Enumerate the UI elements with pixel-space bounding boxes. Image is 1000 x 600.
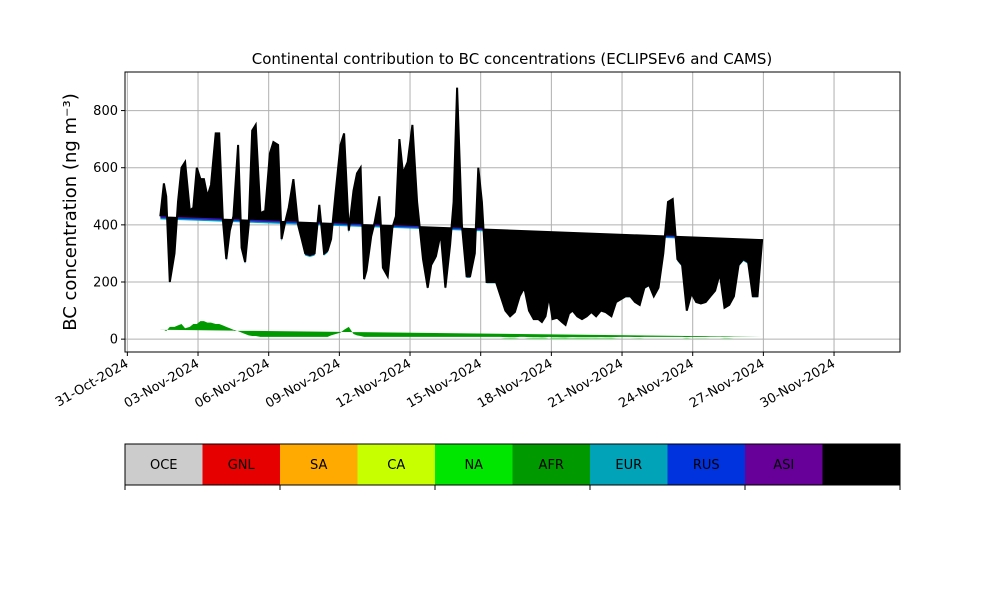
total-line	[159, 87, 764, 327]
x-tick-label: 31-Oct-2024	[53, 356, 131, 410]
legend-swatch-ca	[357, 444, 436, 485]
legend-swatch-sa	[280, 444, 358, 485]
legend-swatch-asi	[745, 444, 823, 485]
y-tick-label: 600	[93, 161, 118, 176]
y-axis-label: BC concentration (ng m⁻³)	[60, 93, 81, 331]
afr-area	[160, 321, 763, 338]
legend-swatch-na	[435, 444, 513, 485]
aus-area	[160, 87, 763, 325]
x-tick-label: 09-Nov-2024	[263, 356, 343, 411]
plot-frame	[124, 71, 901, 353]
chart-title: Continental contribution to BC concentra…	[252, 50, 773, 68]
legend: OCE GNL SA CA NA AFR EUR RUS ASI AUS	[124, 443, 901, 490]
legend-swatch-afr	[512, 444, 591, 485]
stacked-areas	[159, 87, 764, 339]
legend-swatch-oce	[125, 444, 203, 485]
y-tick-label: 0	[110, 333, 118, 348]
legend-swatch-aus	[822, 444, 901, 485]
y-tick-label: 800	[93, 104, 118, 119]
x-tick-label: 06-Nov-2024	[192, 356, 272, 411]
legend-label-oce: OCE	[150, 458, 178, 473]
legend-swatch-rus	[667, 444, 746, 485]
legend-label-na: NA	[464, 458, 483, 473]
y-axis: 0 200 400 600 800	[93, 104, 125, 348]
legend-label-eur: EUR	[615, 458, 642, 473]
x-tick-label: 21-Nov-2024	[546, 356, 626, 411]
legend-label-rus: RUS	[693, 458, 720, 473]
legend-swatch-eur	[590, 444, 668, 485]
legend-label-asi: ASI	[773, 458, 794, 473]
grid	[125, 72, 900, 352]
na-area	[160, 338, 763, 339]
legend-label-sa: SA	[310, 458, 327, 473]
x-tick-label: 03-Nov-2024	[122, 356, 202, 411]
legend-label-afr: AFR	[539, 458, 564, 473]
y-tick-label: 400	[93, 218, 118, 233]
legend-label-gnl: GNL	[228, 458, 256, 473]
y-tick-label: 200	[93, 276, 118, 291]
legend-label-ca: CA	[387, 458, 405, 473]
x-axis: 31-Oct-202403-Nov-202406-Nov-202409-Nov-…	[53, 352, 838, 411]
legend-frame	[124, 443, 901, 486]
x-tick-label: 18-Nov-2024	[475, 356, 555, 411]
legend-label-aus: AUS	[848, 458, 875, 473]
legend-swatch-gnl	[202, 444, 281, 485]
x-tick-label: 30-Nov-2024	[758, 356, 838, 411]
x-tick-label: 27-Nov-2024	[687, 356, 767, 411]
x-tick-label: 15-Nov-2024	[404, 356, 484, 411]
x-tick-label: 12-Nov-2024	[334, 356, 414, 411]
x-tick-label: 24-Nov-2024	[616, 356, 696, 411]
